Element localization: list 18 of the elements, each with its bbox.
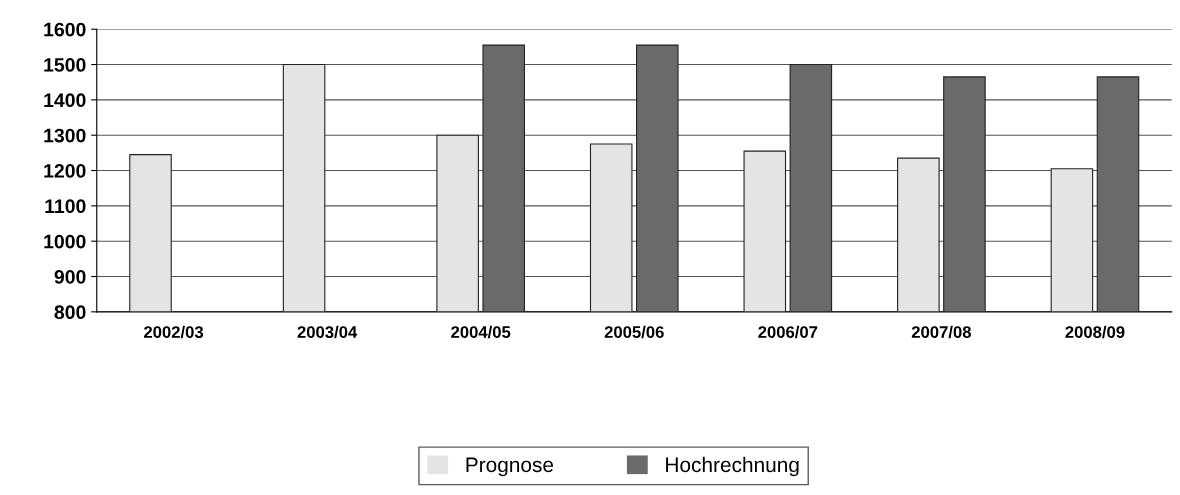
y-tick-label: 1100 xyxy=(45,199,86,214)
x-tick-label: 2008/09 xyxy=(1065,325,1125,339)
legend-label: Hochrechnung xyxy=(666,456,799,477)
x-tick-label: 2007/08 xyxy=(911,325,971,339)
y-tick-label: 1600 xyxy=(44,22,86,37)
y-tick-label: 1400 xyxy=(44,93,86,108)
y-tick-label: 800 xyxy=(54,305,86,320)
x-tick-label: 2002/03 xyxy=(144,325,204,339)
y-tick-label: 1300 xyxy=(44,128,86,143)
y-tick-label: 1000 xyxy=(44,234,86,249)
y-tick-label: 1200 xyxy=(44,164,86,178)
y-tick-label: 900 xyxy=(54,269,86,284)
x-tick-label: 2005/06 xyxy=(604,325,664,339)
y-tick-label: 1500 xyxy=(44,58,86,72)
x-tick-label: 2003/04 xyxy=(297,325,358,339)
x-tick-label: 2006/07 xyxy=(758,325,818,339)
legend-label: Prognose xyxy=(466,457,554,477)
x-tick-label: 2004/05 xyxy=(451,325,511,339)
